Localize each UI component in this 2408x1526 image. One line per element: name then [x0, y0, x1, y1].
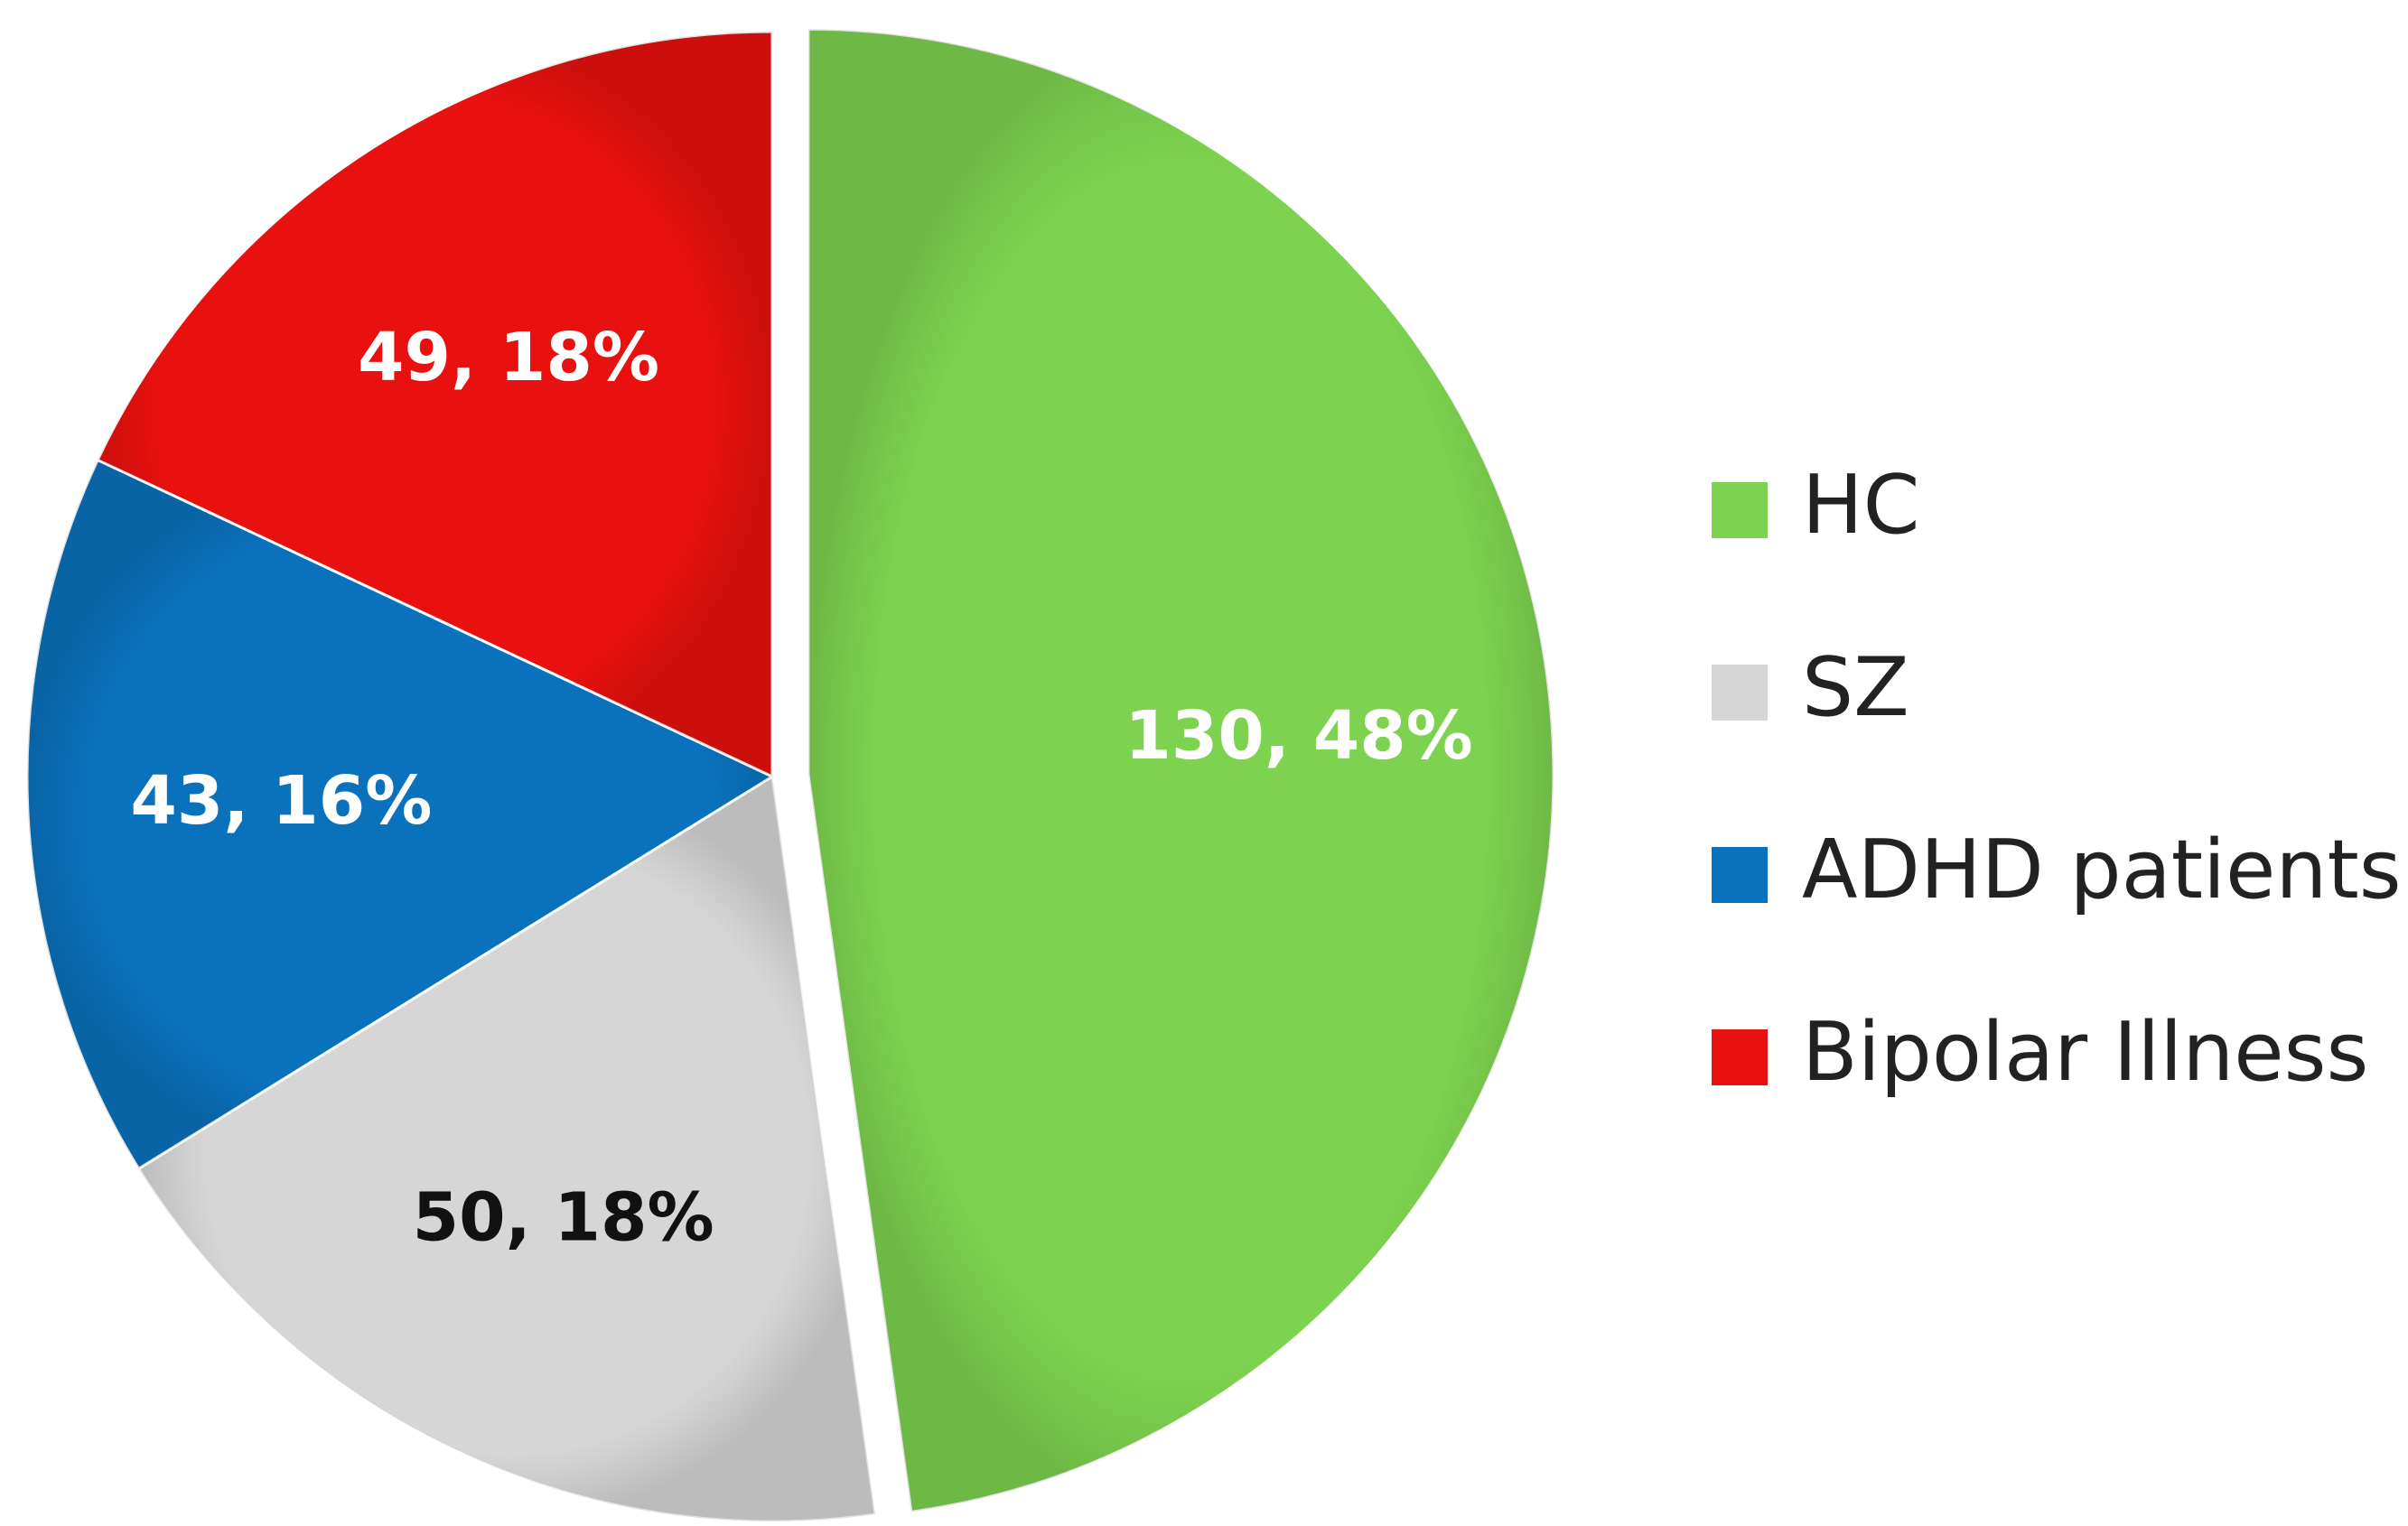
pie-slice-shade-adhd-patients	[26, 460, 772, 1169]
legend-swatch-hc	[1712, 482, 1768, 538]
data-label-hc: 130, 48%	[1125, 697, 1472, 775]
legend: HC SZ ADHD patients Bipolar Illness	[1712, 458, 2402, 1100]
legend-item-adhd-patients[interactable]: ADHD patients	[1712, 823, 2402, 917]
legend-label-hc: HC	[1802, 458, 1920, 553]
legend-label-sz: SZ	[1802, 640, 1909, 735]
pie-slice-shade-bipolar-illness	[98, 32, 773, 777]
legend-label-bipolar-illness: Bipolar Illness	[1802, 1005, 2368, 1100]
legend-swatch-bipolar-illness	[1712, 1029, 1768, 1085]
pie-data-labels: 130, 48% 50, 18% 43, 16% 49, 18%	[130, 319, 1472, 1257]
data-label-sz: 50, 18%	[413, 1178, 714, 1256]
legend-item-bipolar-illness[interactable]: Bipolar Illness	[1712, 1005, 2368, 1100]
legend-label-adhd-patients: ADHD patients	[1802, 823, 2402, 917]
legend-item-hc[interactable]: HC	[1712, 458, 1920, 553]
data-label-bipolar-illness: 49, 18%	[358, 319, 659, 396]
legend-swatch-adhd-patients	[1712, 847, 1768, 903]
pie-slices	[25, 27, 1555, 1523]
pie-slice-shade-hc	[807, 29, 1554, 1512]
legend-swatch-sz	[1712, 665, 1768, 721]
pie-slice-shade-sz	[138, 777, 875, 1522]
legend-item-sz[interactable]: SZ	[1712, 640, 1909, 735]
data-label-adhd-patients: 43, 16%	[130, 762, 432, 840]
